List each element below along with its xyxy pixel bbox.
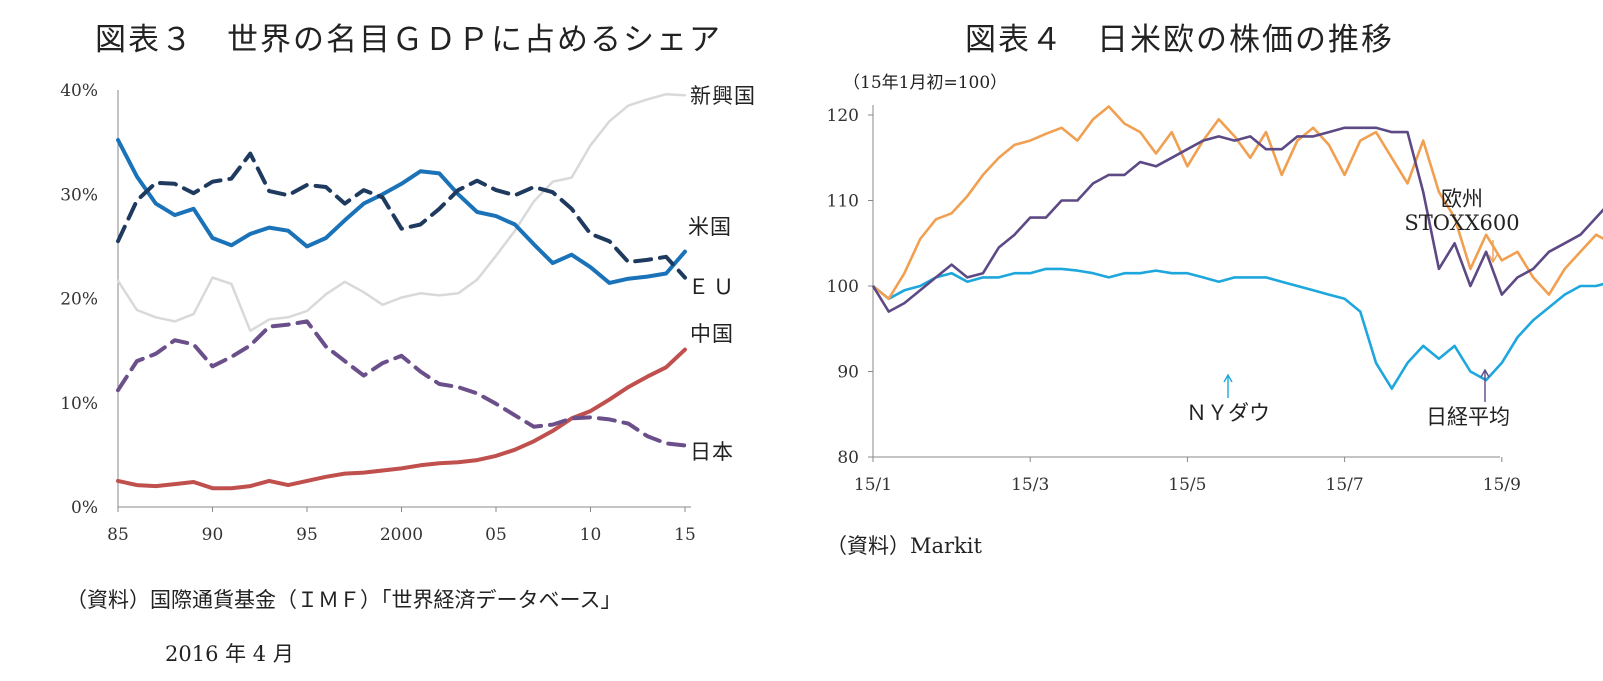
chart4-y-tick-label: 100 [827, 277, 859, 297]
chart4-source-note: （資料）Markit [826, 534, 982, 558]
chart4-series-line [872, 267, 1603, 390]
chart4-annotation-arrowhead [1488, 254, 1498, 264]
chart4-annotation-label: 日経平均 [1426, 405, 1510, 429]
chart4-x-tick-label: 15/7 [1326, 475, 1364, 495]
chart3-y-tick-label: 10% [60, 394, 98, 414]
chart3-series-line [116, 319, 687, 448]
chart4-title: 図表４ 日米欧の株価の推移 [965, 22, 1394, 58]
chart4-y-tick-label: 110 [827, 192, 859, 212]
chart4-y-tick-label: 80 [837, 448, 859, 468]
chart3-x-tick-label: 05 [485, 525, 507, 545]
chart4-x-tick-label: 15/9 [1483, 475, 1521, 495]
chart3-x-tick-label: 90 [202, 525, 224, 545]
chart3-series-label: 米国 [688, 215, 732, 239]
chart4-series-line [871, 126, 1603, 313]
chart4-annotation: ＮＹダウ [1186, 373, 1270, 425]
chart3-x-tick-label: 15 [674, 525, 696, 545]
chart3-series-label: ＥＵ [688, 275, 738, 299]
chart3-series-line [116, 347, 687, 491]
chart4-annotation-label: 欧州 [1441, 187, 1483, 211]
chart4-annotation-label: ＮＹダウ [1186, 401, 1270, 425]
chart4-unit-label: （15年1月初=100） [843, 73, 1007, 93]
chart3-x-tick-label: 95 [296, 525, 318, 545]
chart3-series-line [116, 138, 687, 285]
chart3-series-line [116, 151, 687, 280]
chart4-x-tick-label: 15/1 [854, 475, 892, 495]
chart3-series-label: 中国 [690, 322, 734, 346]
chart3-title: 図表３ 世界の名目ＧＤＰに占めるシェア [95, 22, 722, 58]
chart3-y-tick-label: 20% [60, 290, 98, 310]
chart3-series-label: 日本 [690, 440, 734, 464]
chart3-series-label: 新興国 [690, 84, 756, 108]
chart4-y-tick-label: 90 [837, 363, 859, 383]
chart3-x-tick-label: 10 [580, 525, 602, 545]
chart3-y-tick-label: 30% [60, 185, 98, 205]
chart4-series-line [872, 105, 1603, 301]
chart3-x-tick-label: 85 [107, 525, 129, 545]
chart4-annotation-label: STOXX600 [1404, 211, 1519, 235]
chart4-annotation-arrowhead [1223, 373, 1233, 383]
chart3-x-tick-label: 2000 [380, 525, 423, 545]
chart3-y-tick-label: 0% [71, 498, 98, 518]
chart4-y-tick-label: 120 [827, 106, 859, 126]
chart3-source-note: （資料）国際通貨基金（ＩＭＦ）「世界経済データベース」 [66, 588, 622, 612]
chart4-annotation: 日経平均 [1426, 368, 1510, 429]
chart3-y-tick-label: 40% [60, 81, 98, 101]
chart4-x-tick-label: 15/3 [1011, 475, 1049, 495]
chart4-annotation-arrowhead [1480, 368, 1490, 378]
chart3-date-note: 2016 年 4 月 [165, 642, 294, 666]
chart4-x-tick-label: 15/5 [1168, 475, 1206, 495]
chart3-series-line [116, 92, 687, 333]
